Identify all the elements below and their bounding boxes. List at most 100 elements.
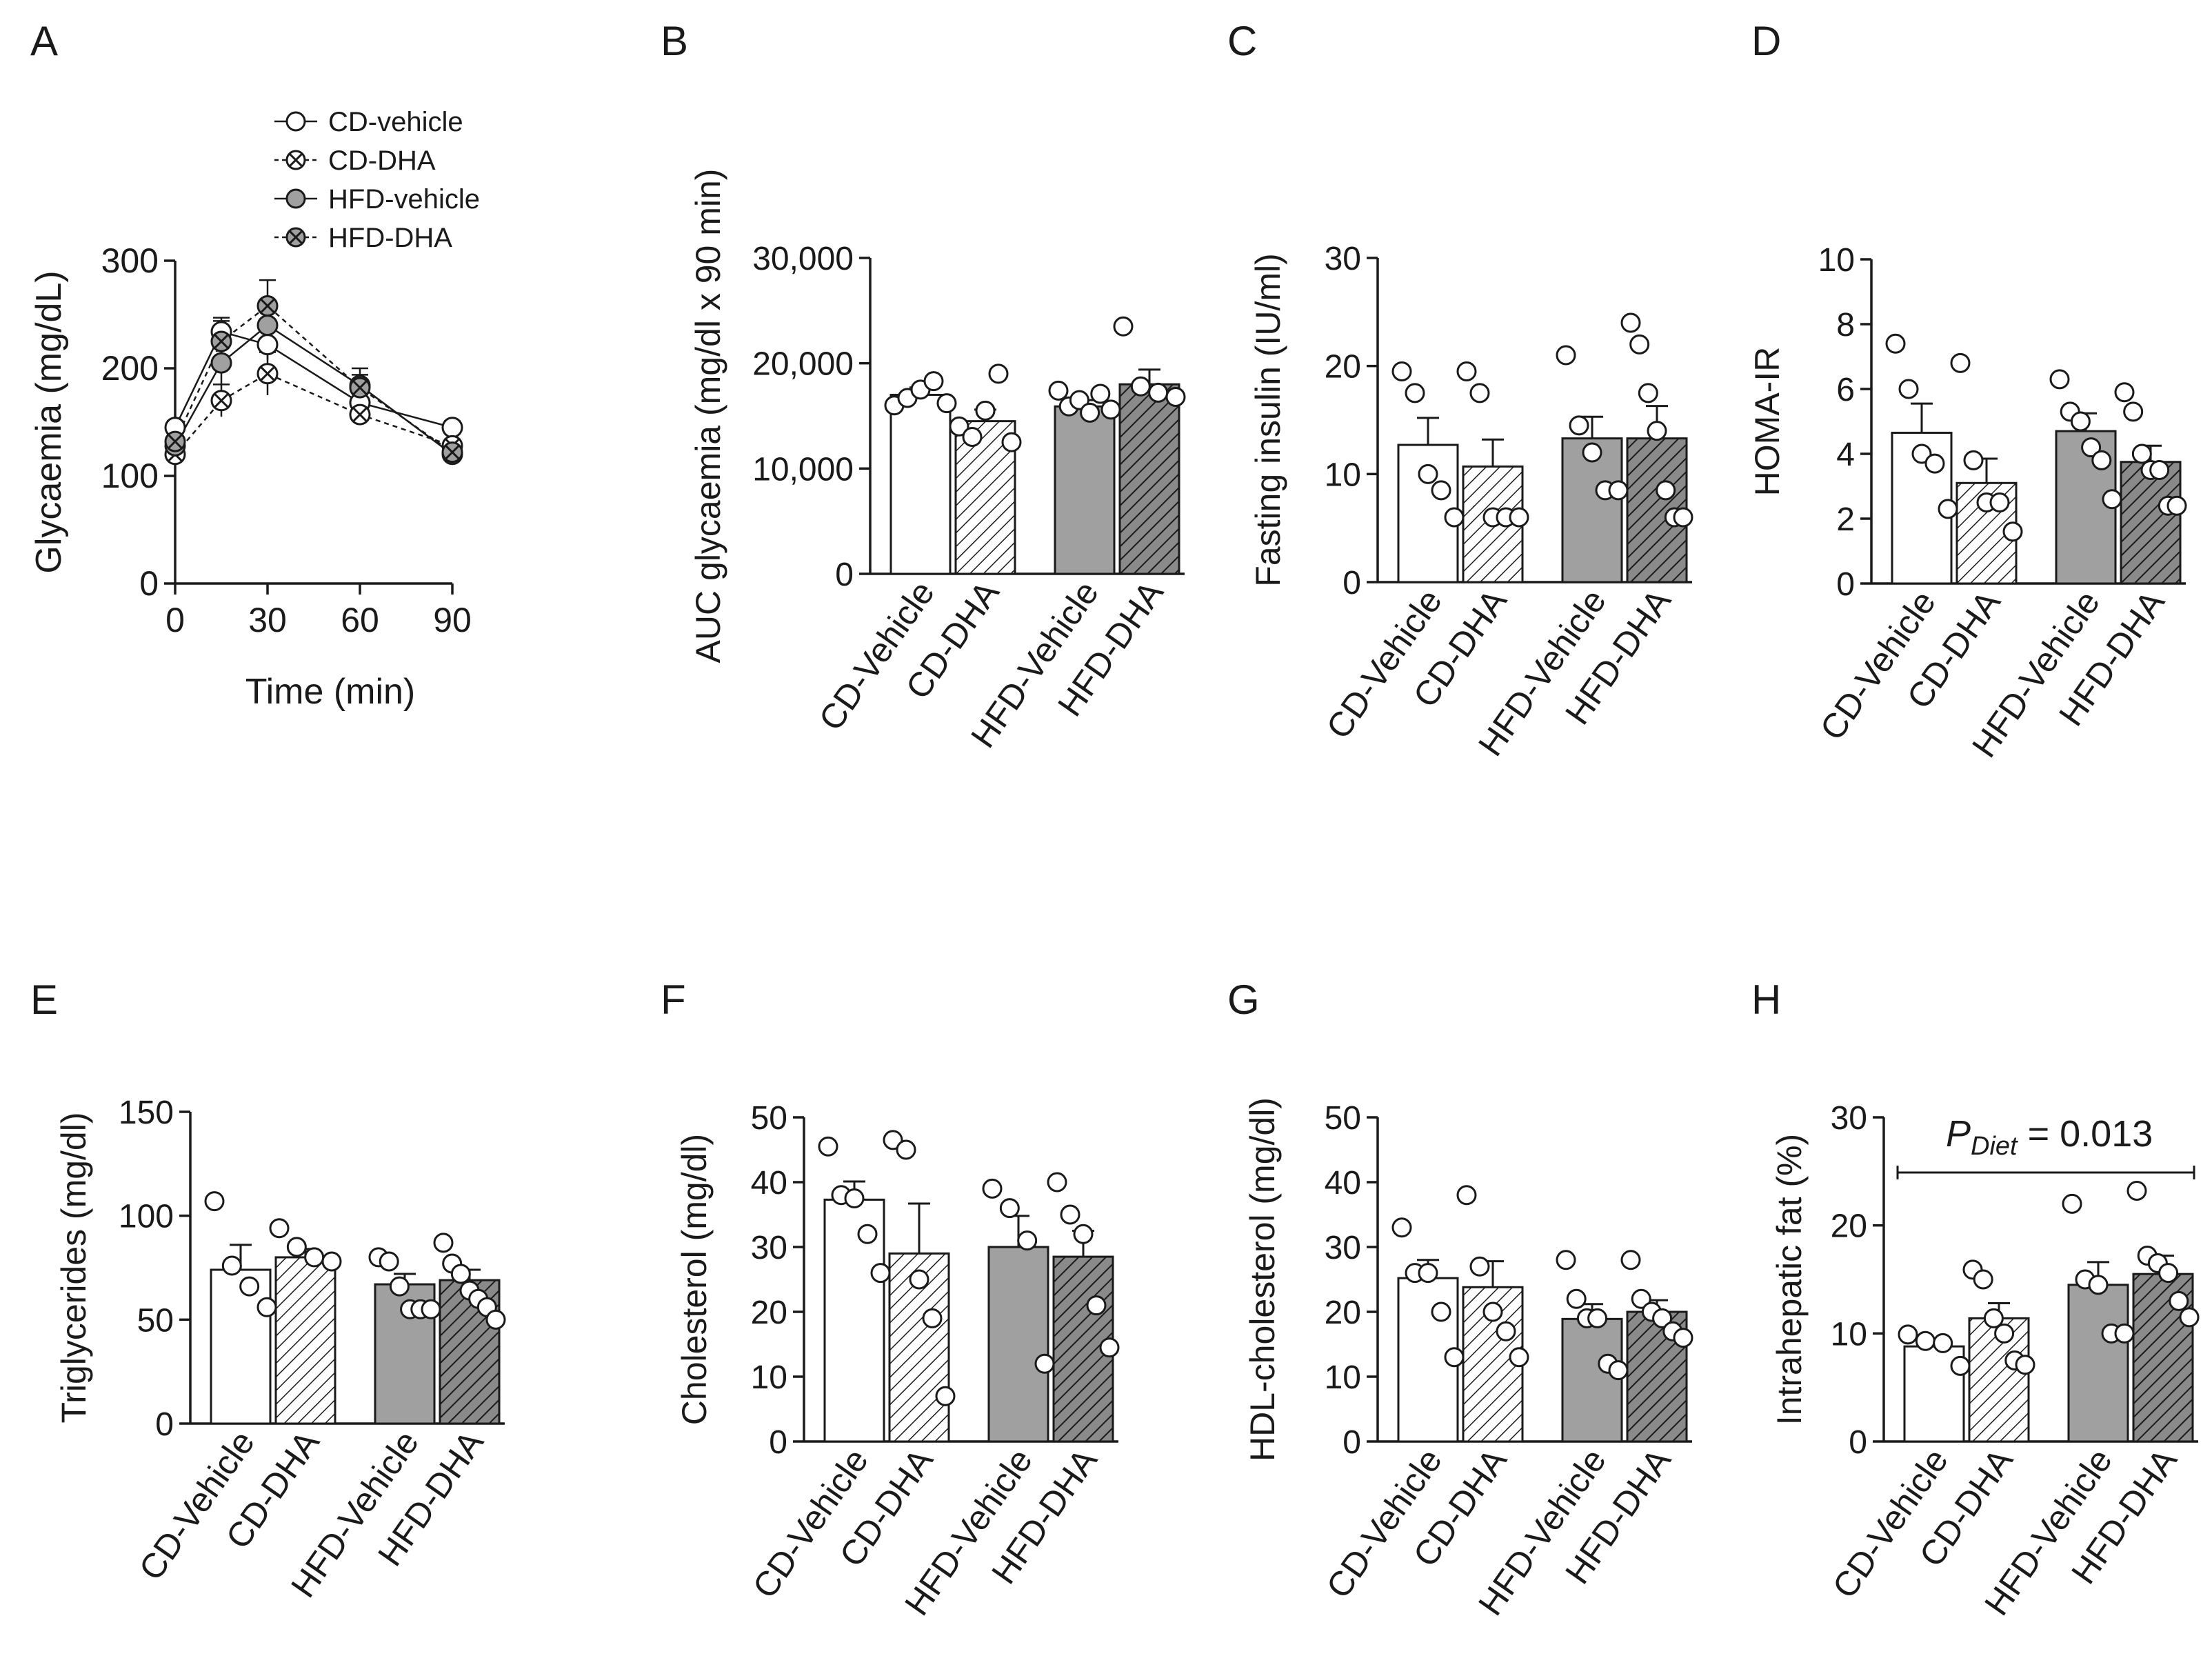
data-point	[1938, 499, 1958, 519]
y-axis-title: Cholesterol (mg/dl)	[675, 1134, 714, 1425]
y-tick-label: 300	[101, 241, 159, 280]
data-point	[1090, 383, 1111, 404]
data-point	[1898, 1324, 1918, 1345]
y-tick-label: 30	[1325, 1230, 1361, 1266]
data-point	[1405, 383, 1425, 403]
legend-entry-cd-vehicle: CD-vehicle	[328, 107, 463, 137]
y-tick-label: 100	[119, 1199, 174, 1235]
data-point-HFD-vehicle-circle	[210, 352, 232, 374]
data-point	[1933, 1333, 1953, 1353]
data-point	[1148, 382, 1169, 403]
data-point	[1638, 383, 1658, 403]
data-point	[1165, 387, 1186, 408]
data-point	[239, 1276, 260, 1297]
legend: CD-vehicle CD-DHA HFD-vehicle HFD-DHA	[274, 107, 480, 253]
data-point	[1673, 507, 1693, 528]
data-point	[2158, 1263, 2179, 1284]
y-tick-label: 10	[751, 1359, 787, 1396]
data-point	[923, 371, 944, 392]
data-point-HFD-DHA	[349, 377, 371, 399]
legend-entry-hfd-vehicle: HFD-vehicle	[328, 184, 480, 215]
y-tick-label: 0	[1836, 566, 1855, 603]
data-point	[1391, 361, 1412, 381]
data-point	[1001, 432, 1022, 452]
y-tick-label: 8	[1836, 307, 1855, 343]
y-tick-label: 10	[1831, 1316, 1867, 1353]
y-tick-label: 6	[1836, 372, 1855, 408]
data-point	[936, 393, 957, 414]
data-point	[2091, 450, 2112, 470]
data-point	[1950, 1355, 1971, 1376]
data-point	[1391, 1217, 1412, 1238]
data-point	[1608, 1360, 1629, 1381]
data-point	[2062, 1193, 2082, 1214]
panel-label-c: C	[1227, 18, 1257, 64]
open-circle-icon	[285, 111, 306, 132]
data-point	[1556, 345, 1576, 366]
x-tick-label: 90	[433, 601, 472, 639]
panel-label-e: E	[30, 977, 58, 1023]
data-point	[1673, 1328, 1693, 1348]
data-point	[1885, 333, 1906, 354]
legend-entry-hfd-dha: HFD-DHA	[328, 223, 452, 253]
crossed-filled-circle-icon	[285, 227, 306, 248]
data-point	[1431, 480, 1451, 501]
chart-panel-b: 0 10,000 20,000 30,000 AUC glycaemia (mg/dl …	[689, 169, 1186, 755]
data-point	[2169, 1290, 2189, 1311]
crossed-open-circle-icon	[285, 150, 306, 170]
bar-HFD-Vehicle	[1561, 1317, 1623, 1443]
data-point	[1631, 1288, 1651, 1309]
y-tick-label: 0	[139, 564, 159, 603]
data-point	[988, 363, 1009, 384]
data-point-CD-DHA-cross-b	[214, 392, 229, 408]
data-point	[2049, 369, 2070, 390]
y-tick-label: 10	[1818, 242, 1855, 279]
data-point-CD-DHA	[257, 363, 279, 385]
bar-CD-Vehicle	[210, 1268, 272, 1425]
crossed-open-circle-icon-cross-b	[288, 152, 303, 168]
filled-circle-icon-circle	[285, 188, 306, 209]
data-point	[1444, 1347, 1465, 1368]
p-value-rest: = 0.013	[2018, 1113, 2153, 1155]
data-point	[485, 1309, 506, 1330]
legend-label: CD-DHA	[328, 146, 436, 176]
series-line-HFD-DHA	[174, 304, 453, 453]
data-point	[1566, 1288, 1587, 1309]
data-point-HFD-DHA-cross-b	[445, 444, 460, 460]
data-point-HFD-DHA	[441, 441, 463, 463]
data-point	[2081, 437, 2102, 458]
y-tick-label: 0	[1343, 1424, 1361, 1461]
data-point-CD-DHA	[349, 403, 371, 426]
y-tick-label: 30	[1831, 1100, 1867, 1137]
data-point	[1418, 463, 1438, 484]
data-point	[1444, 507, 1465, 528]
data-point	[1034, 1353, 1055, 1374]
y-tick-label: 0	[1849, 1424, 1867, 1461]
panel-label-g: G	[1227, 977, 1260, 1023]
data-point	[1983, 1308, 2004, 1328]
data-point	[1629, 334, 1650, 355]
data-point	[2149, 460, 2170, 480]
data-point-HFD-DHA-cross-b	[260, 298, 275, 314]
data-point	[1652, 1308, 1673, 1328]
data-point	[1994, 1323, 2015, 1344]
series-line-CD-DHA	[174, 372, 453, 455]
data-point-HFD-vehicle	[210, 352, 232, 374]
data-point	[1556, 1250, 1576, 1270]
p-value-text: PDiet = 0.013	[1946, 1113, 2153, 1161]
data-point	[1100, 399, 1121, 420]
data-point	[1060, 1204, 1080, 1225]
y-axis-title: Intrahepatic fat (%)	[1770, 1134, 1809, 1425]
data-point	[1915, 1330, 1936, 1351]
data-point-HFD-DHA-cross-b	[214, 334, 229, 349]
bar-HFD-Vehicle	[987, 1246, 1049, 1443]
data-point	[286, 1237, 307, 1257]
data-point-HFD-DHA-cross-b	[168, 434, 183, 449]
data-point	[257, 1297, 277, 1317]
data-point	[1973, 1269, 1993, 1290]
data-point	[1469, 1256, 1490, 1277]
data-point	[433, 1233, 454, 1253]
y-tick-label: 10	[1325, 457, 1361, 493]
